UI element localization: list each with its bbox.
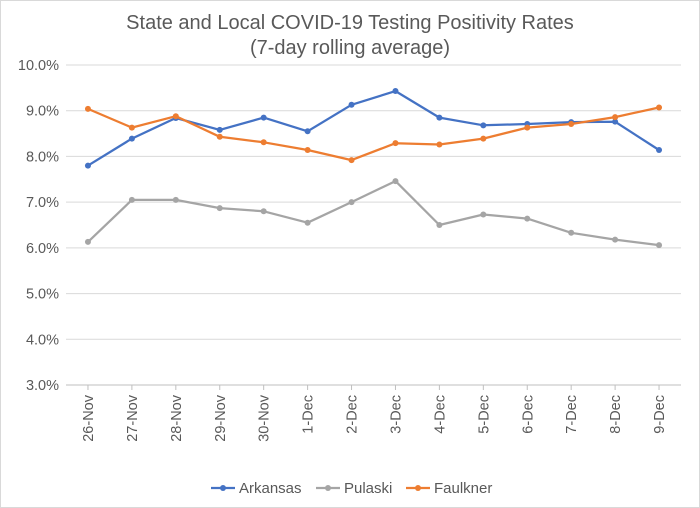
x-tick-label: 1-Dec — [301, 395, 317, 434]
data-point-pulaski — [260, 208, 267, 215]
legend-marker-pulaski — [325, 485, 331, 491]
data-point-faulkner — [260, 139, 267, 146]
data-point-pulaski — [304, 219, 311, 226]
y-tick-label: 8.0% — [26, 149, 59, 165]
data-point-faulkner — [84, 105, 91, 112]
legend-marker-arkansas — [220, 485, 226, 491]
data-point-arkansas — [612, 118, 619, 125]
data-point-pulaski — [216, 205, 223, 212]
y-tick-label: 10.0% — [18, 58, 59, 74]
data-point-arkansas — [304, 128, 311, 135]
data-point-pulaski — [524, 215, 531, 222]
y-axis-ticks: 3.0% 4.0% 5.0% 6.0% 7.0% 8.0% 9.0% 10.0% — [18, 58, 59, 394]
data-point-arkansas — [348, 101, 355, 108]
x-tick-label: 6-Dec — [520, 395, 536, 434]
data-point-arkansas — [128, 135, 135, 142]
x-tick-label: 8-Dec — [608, 395, 624, 434]
data-point-pulaski — [84, 238, 91, 245]
data-point-arkansas — [656, 147, 663, 154]
data-point-arkansas — [392, 88, 399, 95]
series-lines — [84, 88, 663, 249]
data-point-faulkner — [568, 120, 575, 127]
y-tick-label: 9.0% — [26, 104, 59, 120]
x-tick-label: 27-Nov — [125, 394, 141, 441]
data-point-pulaski — [348, 199, 355, 206]
legend-label-pulaski: Pulaski — [344, 480, 392, 497]
data-point-arkansas — [480, 122, 487, 129]
legend-label-faulkner: Faulkner — [434, 480, 492, 497]
data-point-arkansas — [436, 114, 443, 121]
data-point-faulkner — [656, 104, 663, 111]
data-point-pulaski — [172, 196, 179, 203]
x-axis-ticks: 26-Nov 27-Nov 28-Nov 29-Nov 30-Nov 1-Dec 2-Dec… — [81, 385, 668, 442]
series-line-arkansas — [86, 89, 661, 167]
data-point-faulkner — [348, 157, 355, 164]
data-point-arkansas — [216, 126, 223, 133]
x-tick-label: 3-Dec — [388, 395, 404, 434]
y-tick-label: 4.0% — [26, 332, 59, 348]
data-point-faulkner — [304, 147, 311, 154]
y-tick-label: 7.0% — [26, 195, 59, 211]
x-tick-label: 29-Nov — [213, 394, 229, 441]
series-line-faulkner — [86, 106, 661, 162]
series-line-pulaski — [86, 179, 661, 247]
data-point-pulaski — [656, 242, 663, 249]
data-point-faulkner — [128, 124, 135, 131]
data-point-faulkner — [392, 140, 399, 147]
legend-marker-faulkner — [415, 485, 421, 491]
data-point-pulaski — [480, 211, 487, 218]
data-point-pulaski — [128, 196, 135, 203]
y-tick-label: 6.0% — [26, 241, 59, 257]
x-tick-label: 9-Dec — [652, 395, 668, 434]
data-point-faulkner — [216, 133, 223, 140]
x-tick-label: 5-Dec — [476, 395, 492, 434]
data-point-arkansas — [84, 162, 91, 169]
y-tick-label: 3.0% — [26, 378, 59, 394]
data-point-faulkner — [436, 141, 443, 148]
data-point-faulkner — [172, 113, 179, 120]
legend: Arkansas Pulaski Faulkner — [211, 480, 492, 497]
x-tick-label: 4-Dec — [432, 395, 448, 434]
legend-label-arkansas: Arkansas — [239, 480, 302, 497]
x-tick-label: 7-Dec — [564, 395, 580, 434]
gridlines — [66, 64, 681, 386]
x-tick-label: 26-Nov — [81, 394, 97, 441]
chart-title-line-1: State and Local COVID-19 Testing Positiv… — [126, 12, 574, 34]
x-tick-label: 30-Nov — [257, 394, 273, 441]
chart-title-line-2: (7-day rolling average) — [250, 37, 450, 59]
data-point-pulaski — [612, 236, 619, 243]
data-point-faulkner — [524, 124, 531, 131]
data-point-faulkner — [612, 114, 619, 121]
data-point-pulaski — [568, 229, 575, 236]
y-tick-label: 5.0% — [26, 287, 59, 303]
x-tick-label: 2-Dec — [345, 395, 361, 434]
x-tick-label: 28-Nov — [169, 394, 185, 441]
data-point-pulaski — [392, 178, 399, 185]
data-point-faulkner — [480, 135, 487, 142]
data-point-pulaski — [436, 222, 443, 228]
data-point-arkansas — [260, 114, 267, 121]
